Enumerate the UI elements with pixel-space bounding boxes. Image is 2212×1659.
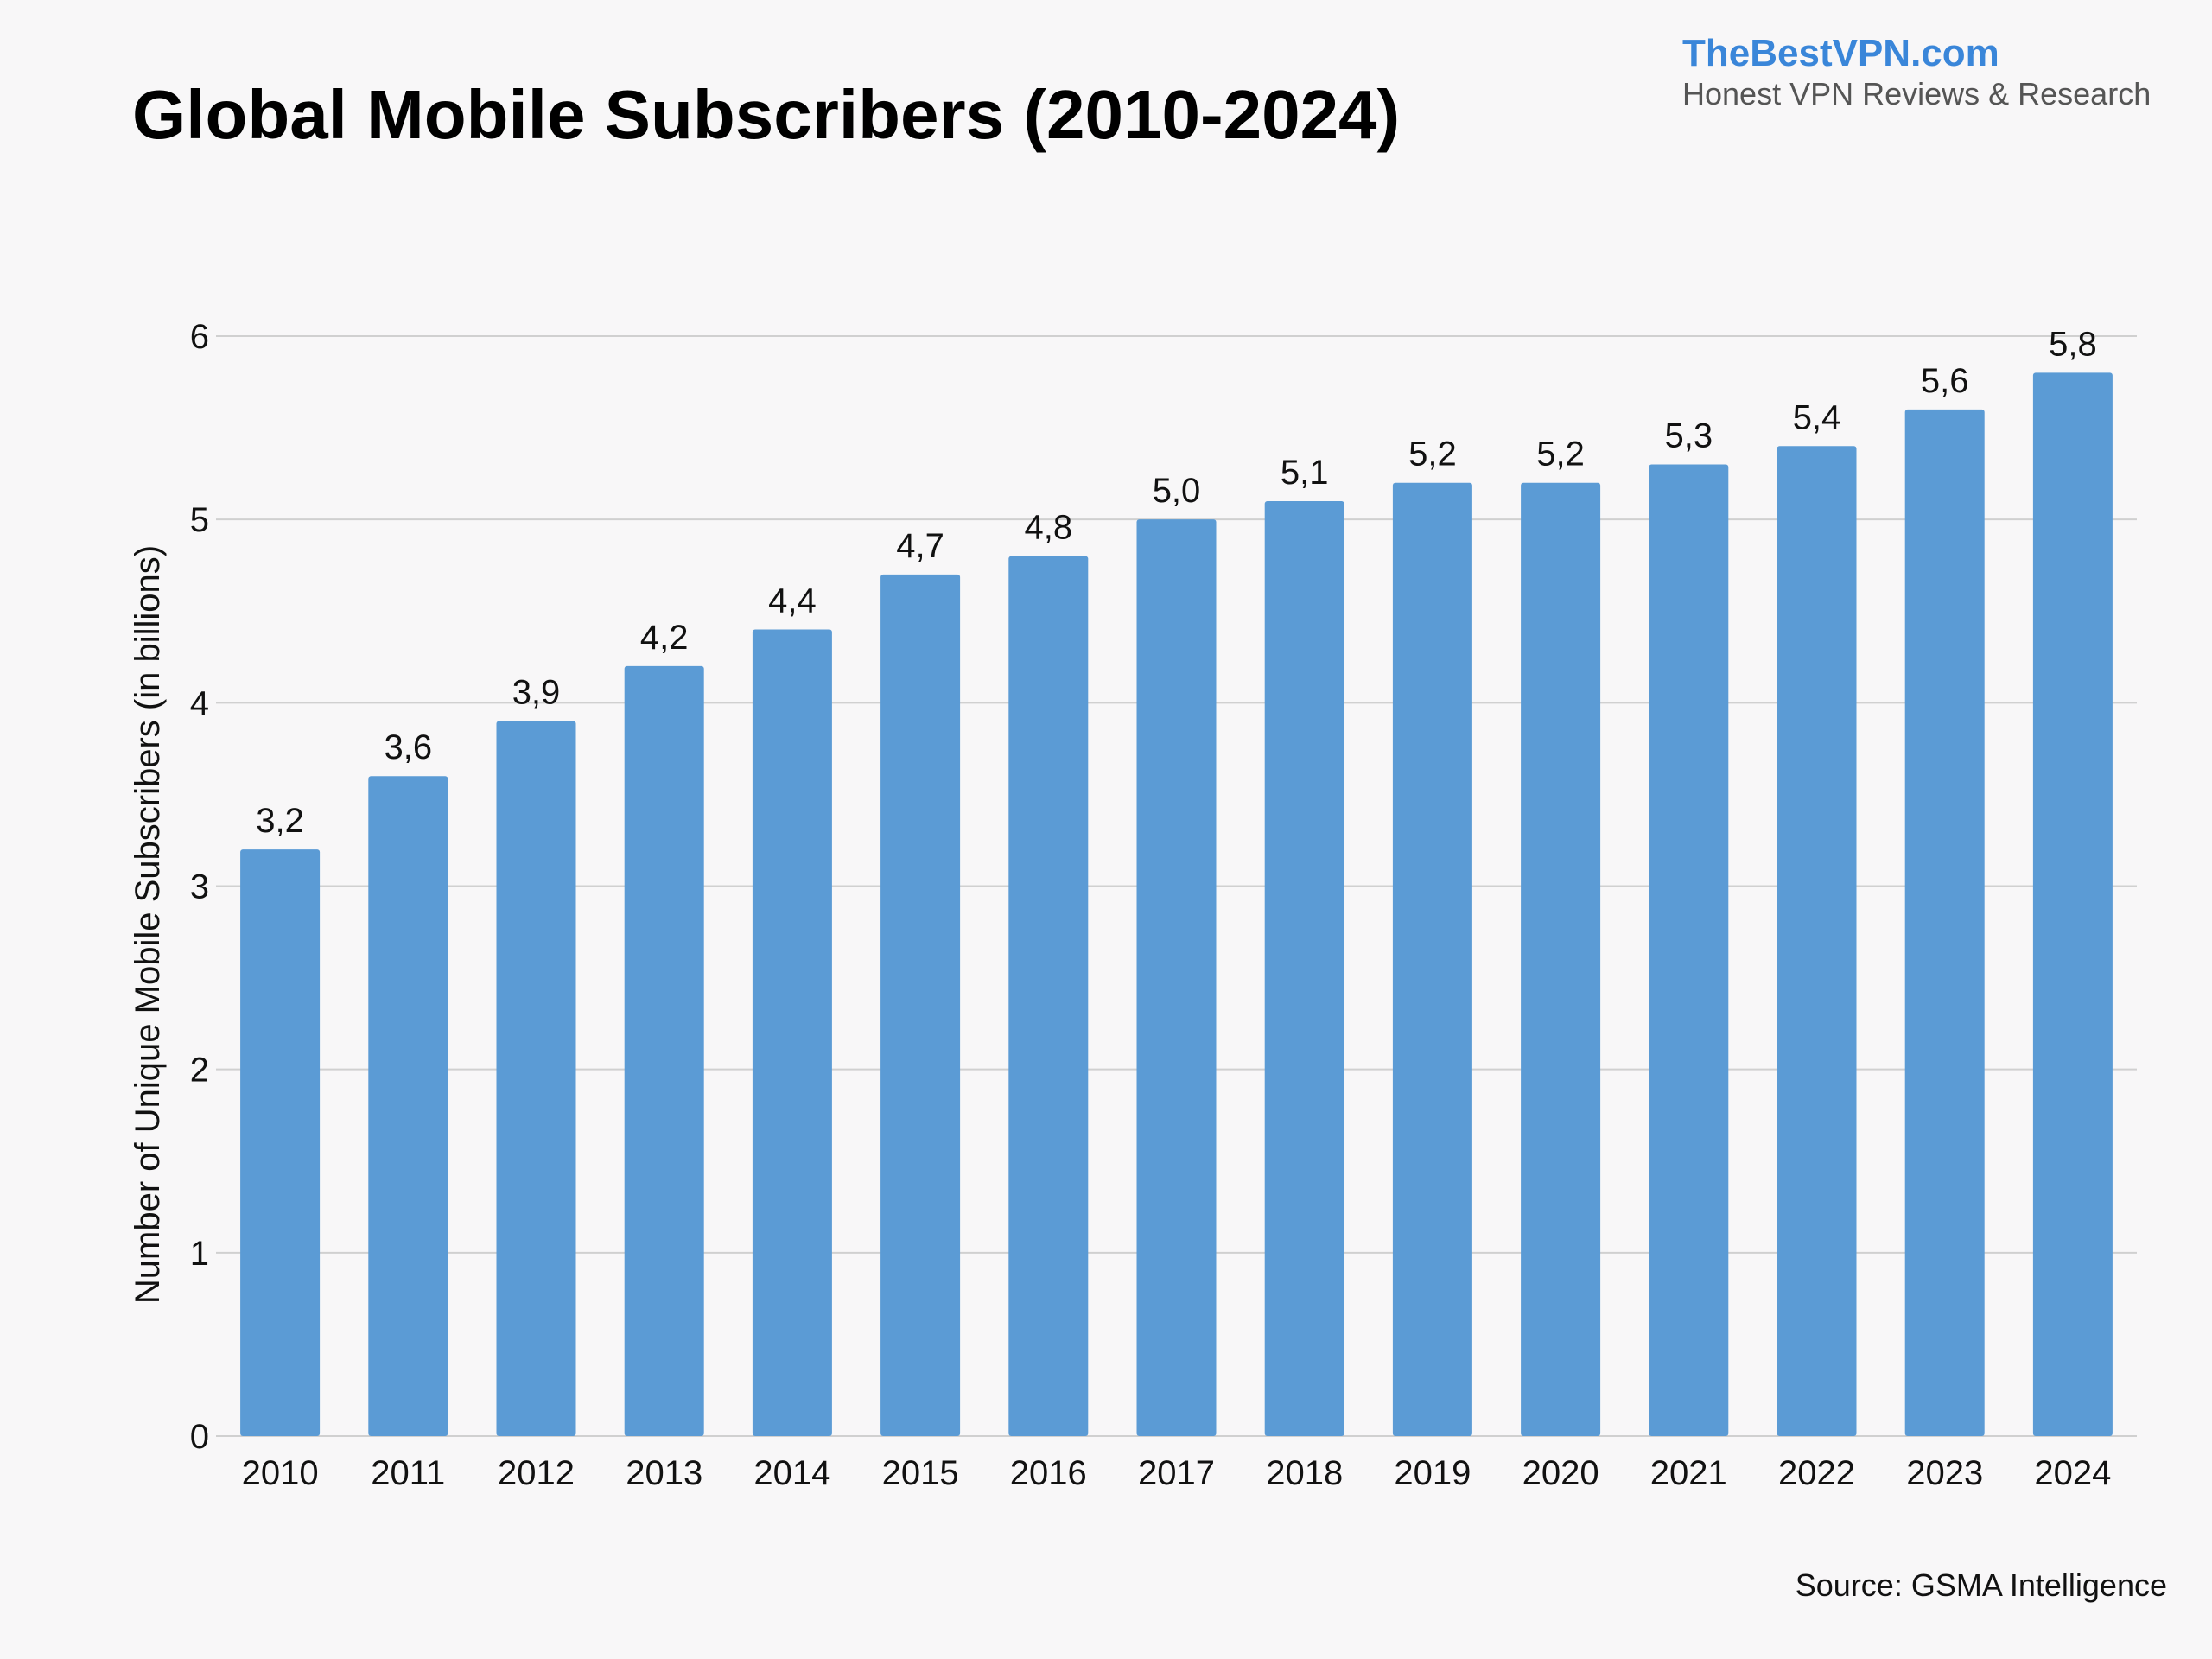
bar-2012: [496, 721, 576, 1436]
data-label-2024: 5,8: [2049, 325, 2097, 363]
bar-2015: [880, 574, 961, 1436]
data-label-2012: 3,9: [512, 674, 561, 712]
x-axis-ticks: 2010 2011 2012 2013 2014 2015 2016 2017 2018 2019…: [242, 1454, 2112, 1492]
data-label-2015: 4,7: [896, 527, 944, 565]
bar-2016: [1008, 556, 1089, 1436]
x-tick-label-2024: 2024: [2034, 1454, 2111, 1492]
data-label-2017: 5,0: [1153, 472, 1201, 510]
bars: [240, 372, 2113, 1437]
data-label-2020: 5,2: [1536, 435, 1585, 474]
bar-2019: [1392, 482, 1472, 1436]
x-tick-label-2010: 2010: [242, 1454, 319, 1492]
bar-2020: [1521, 482, 1601, 1436]
brand-tagline: Honest VPN Reviews & Research: [1682, 76, 2151, 111]
data-label-2021: 5,3: [1664, 417, 1713, 455]
y-tick-label: 5: [190, 501, 209, 539]
data-label-2018: 5,1: [1281, 454, 1329, 492]
bar-2011: [368, 776, 448, 1436]
x-tick-label-2012: 2012: [498, 1454, 575, 1492]
x-tick-label-2017: 2017: [1138, 1454, 1215, 1492]
bar-2022: [1777, 446, 1857, 1436]
data-label-2022: 5,4: [1793, 398, 1841, 436]
x-tick-label-2021: 2021: [1650, 1454, 1727, 1492]
x-tick-label-2019: 2019: [1394, 1454, 1471, 1492]
x-tick-label-2022: 2022: [1778, 1454, 1855, 1492]
x-tick-label-2020: 2020: [1522, 1454, 1599, 1492]
data-label-2013: 4,2: [640, 619, 689, 657]
data-label-2023: 5,6: [1921, 362, 1969, 400]
brand-name: TheBestVPN.com: [1682, 32, 1999, 74]
bar-2013: [624, 665, 704, 1436]
y-tick-label: 1: [190, 1235, 209, 1273]
x-tick-label-2015: 2015: [882, 1454, 959, 1492]
x-tick-label-2023: 2023: [1906, 1454, 1983, 1492]
data-labels: 3,2 3,6 3,9 4,2 4,4 4,7 4,8 5,0 5,1 5,2 5,2 5,3 5,4 5…: [256, 325, 2096, 840]
source-note: Source: GSMA Intelligence: [1796, 1567, 2167, 1603]
x-tick-label-2014: 2014: [753, 1454, 830, 1492]
bar-2023: [1904, 409, 1985, 1436]
bar-2024: [2032, 372, 2113, 1436]
y-tick-label: 2: [190, 1052, 209, 1090]
x-tick-label-2011: 2011: [371, 1454, 445, 1492]
bar-2010: [240, 849, 321, 1436]
data-label-2011: 3,6: [384, 728, 432, 766]
y-axis-title: Number of Unique Mobile Subscribers (in …: [129, 545, 167, 1304]
bar-2017: [1136, 519, 1217, 1436]
x-tick-label-2013: 2013: [626, 1454, 702, 1492]
x-tick-label-2016: 2016: [1010, 1454, 1087, 1492]
bar-2021: [1649, 464, 1729, 1437]
y-tick-label: 0: [190, 1418, 209, 1456]
x-tick-label-2018: 2018: [1266, 1454, 1343, 1492]
data-label-2014: 4,4: [768, 582, 817, 620]
bar-2018: [1264, 500, 1344, 1437]
y-axis-ticks: 0 1 2 3 4 5 6: [190, 318, 209, 1456]
data-label-2016: 4,8: [1024, 509, 1072, 547]
data-label-2010: 3,2: [256, 802, 304, 840]
y-tick-label: 4: [190, 684, 209, 722]
bar-2014: [752, 629, 832, 1436]
y-tick-label: 6: [190, 318, 209, 356]
y-tick-label: 3: [190, 868, 209, 906]
chart-title: Global Mobile Subscribers (2010-2024): [132, 76, 1400, 153]
data-label-2019: 5,2: [1408, 435, 1457, 474]
